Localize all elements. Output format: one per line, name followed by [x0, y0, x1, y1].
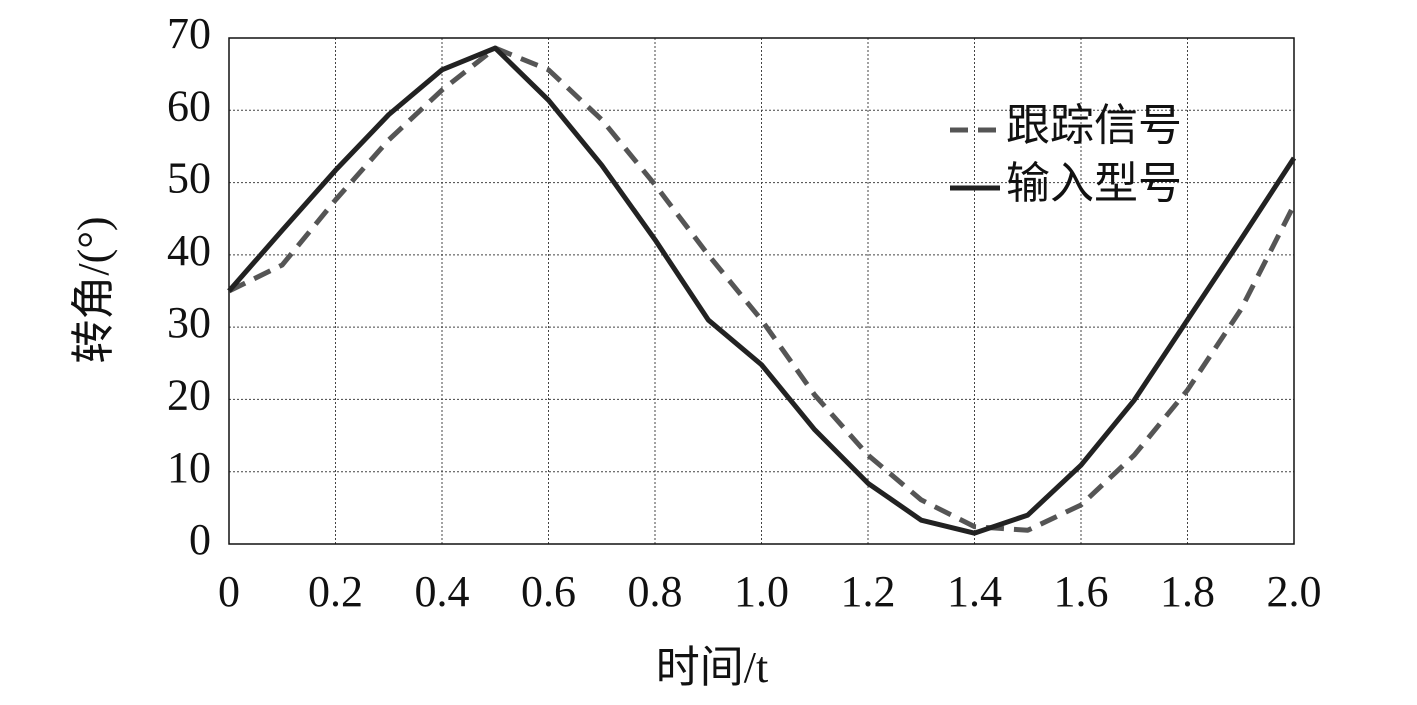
x-tick-label: 1.4: [947, 567, 1002, 616]
x-tick-label: 0.2: [308, 567, 363, 616]
y-tick-label: 40: [167, 226, 211, 275]
y-axis-label: 转角/(°): [69, 216, 118, 363]
legend-label: 输入型号: [1006, 159, 1182, 208]
x-axis-label: 时间/t: [656, 643, 768, 692]
x-tick-label: 1.2: [841, 567, 896, 616]
series-line: [227, 45, 1297, 533]
x-tick-label: 1.0: [734, 567, 789, 616]
x-tick-label: 2.0: [1267, 567, 1322, 616]
x-tick-label: 0.8: [628, 567, 683, 616]
legend-label: 跟踪信号: [1006, 101, 1182, 150]
x-tick-label: 1.6: [1054, 567, 1109, 616]
x-tick-label: 0.6: [521, 567, 576, 616]
x-tick-label: 0.4: [415, 567, 470, 616]
y-tick-label: 10: [167, 443, 211, 492]
x-tick-label: 0: [218, 567, 240, 616]
y-tick-label: 70: [167, 9, 211, 58]
y-tick-label: 20: [167, 371, 211, 420]
y-tick-label: 60: [167, 81, 211, 130]
y-tick-label: 30: [167, 298, 211, 347]
series-line: [227, 45, 1297, 536]
y-tick-label: 0: [189, 515, 211, 564]
y-tick-label: 50: [167, 154, 211, 203]
x-tick-label: 1.8: [1160, 567, 1215, 616]
